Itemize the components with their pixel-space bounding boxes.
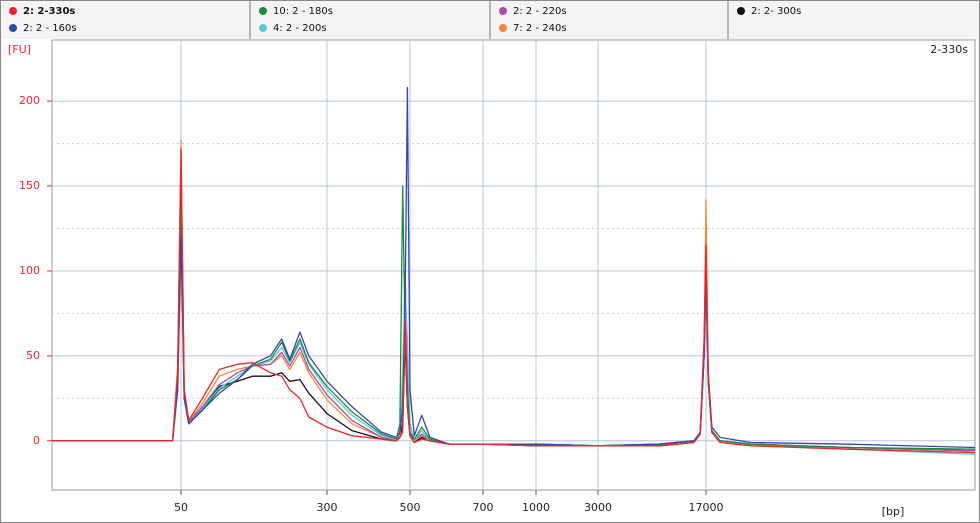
series-line [52, 148, 976, 454]
y-tick-label: 150 [19, 179, 40, 192]
legend-marker [9, 7, 17, 15]
legend-label: 2: 2- 300s [751, 6, 801, 17]
legend-label: 2: 2 - 220s [513, 6, 567, 17]
y-tick-label: 200 [19, 94, 40, 107]
x-tick-label: 500 [400, 501, 421, 514]
legend-label: 10: 2 - 180s [273, 6, 333, 17]
x-axis-label: [bp] [882, 505, 905, 518]
x-tick-label: 17000 [689, 501, 724, 514]
legend-marker [259, 7, 267, 15]
x-tick-label: 700 [473, 501, 494, 514]
legend-label: 2: 2 - 160s [23, 23, 77, 34]
legend-label: 2: 2-330s [23, 6, 75, 17]
y-axis-label: [FU] [8, 43, 31, 56]
legend-marker [737, 7, 745, 15]
annotation: 2-330s [930, 43, 968, 56]
x-tick-label: 1000 [522, 501, 550, 514]
x-tick-label: 300 [317, 501, 338, 514]
legend-marker [499, 7, 507, 15]
x-tick-label: 3000 [584, 501, 612, 514]
grid [52, 40, 975, 490]
legend-label: 4: 2 - 200s [273, 23, 327, 34]
legend-marker [9, 24, 17, 32]
y-tick-label: 0 [33, 434, 40, 447]
y-tick-label: 100 [19, 264, 40, 277]
legend-marker [499, 24, 507, 32]
plot-area [51, 39, 976, 491]
legend-label: 7: 2 - 240s [513, 23, 567, 34]
y-tick-label: 50 [26, 349, 40, 362]
legend-marker [259, 24, 267, 32]
x-tick-label: 50 [174, 501, 188, 514]
